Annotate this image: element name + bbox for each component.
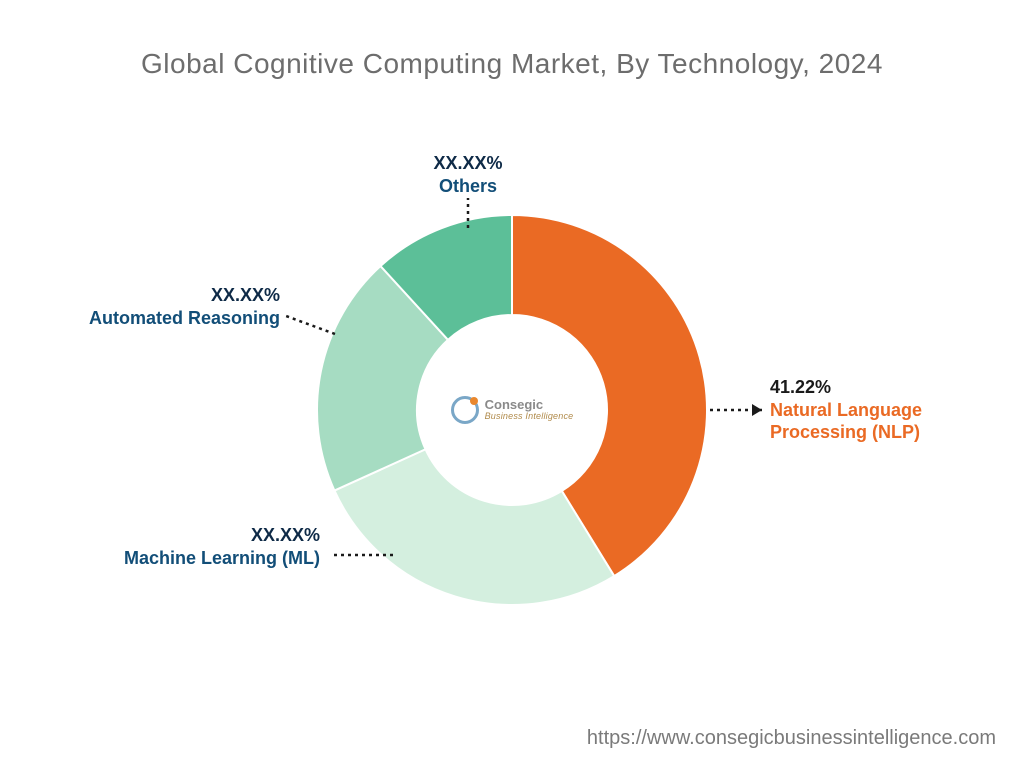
label-ar-pct: XX.XX% <box>0 284 280 307</box>
label-ml-pct: XX.XX% <box>0 524 320 547</box>
chart-area: Consegic Business Intelligence 41.22% Na… <box>0 140 1024 680</box>
label-ar-name: Automated Reasoning <box>0 307 280 330</box>
label-others: XX.XX% Others <box>0 152 980 197</box>
label-others-pct: XX.XX% <box>0 152 980 175</box>
label-ml-name: Machine Learning (ML) <box>0 547 320 570</box>
label-nlp-name: Natural Language Processing (NLP) <box>770 399 1014 444</box>
footer-url: https://www.consegicbusinessintelligence… <box>587 727 996 750</box>
leader-ar <box>286 316 335 334</box>
label-ar: XX.XX% Automated Reasoning <box>0 284 280 329</box>
label-nlp-pct: 41.22% <box>770 376 1014 399</box>
arrow-nlp <box>752 404 762 416</box>
label-ml: XX.XX% Machine Learning (ML) <box>0 524 320 569</box>
label-others-name: Others <box>0 175 980 198</box>
label-nlp: 41.22% Natural Language Processing (NLP) <box>770 376 1014 444</box>
